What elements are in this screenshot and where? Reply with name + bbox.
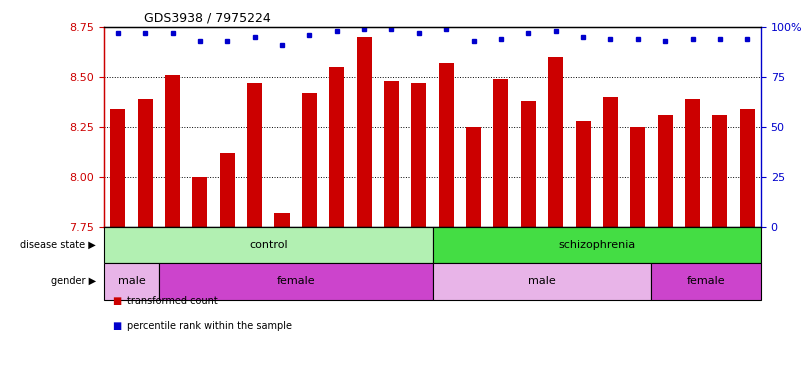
Bar: [576, 121, 590, 227]
Bar: [104, 263, 159, 300]
Bar: [138, 99, 153, 227]
Text: female: female: [276, 276, 315, 286]
Bar: [104, 227, 433, 263]
Bar: [651, 263, 761, 300]
Bar: [433, 263, 651, 300]
Text: female: female: [687, 276, 726, 286]
Text: schizophrenia: schizophrenia: [558, 240, 635, 250]
Bar: [433, 227, 761, 263]
Text: control: control: [249, 240, 288, 250]
Bar: [219, 153, 235, 227]
Bar: [603, 97, 618, 227]
Text: ■: ■: [112, 321, 122, 331]
Text: percentile rank within the sample: percentile rank within the sample: [127, 321, 292, 331]
Text: male: male: [118, 276, 145, 286]
Bar: [159, 263, 433, 300]
Bar: [384, 81, 399, 227]
Bar: [192, 177, 207, 227]
Text: male: male: [528, 276, 556, 286]
Bar: [521, 101, 536, 227]
Bar: [275, 213, 289, 227]
Bar: [329, 67, 344, 227]
Text: GDS3938 / 7975224: GDS3938 / 7975224: [144, 12, 271, 25]
Bar: [740, 109, 755, 227]
Bar: [439, 63, 453, 227]
Bar: [658, 115, 673, 227]
Bar: [493, 79, 509, 227]
Text: transformed count: transformed count: [127, 296, 217, 306]
Bar: [712, 115, 727, 227]
Bar: [111, 109, 125, 227]
Bar: [412, 83, 426, 227]
Text: ■: ■: [112, 296, 122, 306]
Bar: [165, 75, 180, 227]
Bar: [548, 57, 563, 227]
Bar: [248, 83, 262, 227]
Bar: [356, 37, 372, 227]
Text: disease state ▶: disease state ▶: [20, 240, 96, 250]
Bar: [466, 127, 481, 227]
Bar: [685, 99, 700, 227]
Bar: [630, 127, 646, 227]
Bar: [302, 93, 317, 227]
Text: gender ▶: gender ▶: [51, 276, 96, 286]
